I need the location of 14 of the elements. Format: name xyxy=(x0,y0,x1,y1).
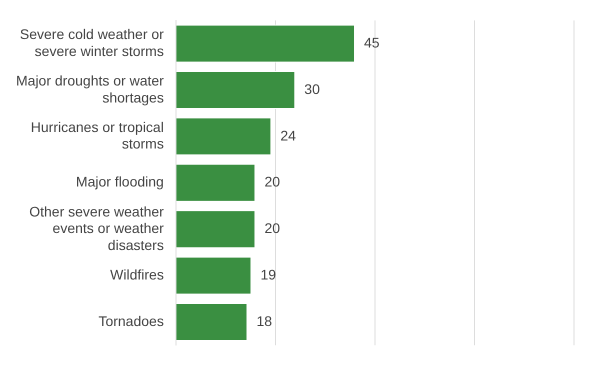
data-label: 30 xyxy=(304,80,320,97)
y-tick-label: Major flooding xyxy=(76,174,164,190)
y-tick-label: Severe cold weather or severe winter storms xyxy=(20,26,164,59)
data-label: 24 xyxy=(280,127,296,144)
data-label: 20 xyxy=(264,174,280,190)
data-label: 18 xyxy=(256,312,272,329)
data-label: 45 xyxy=(364,34,380,50)
y-tick-label: Tornadoes xyxy=(98,312,164,329)
y-tick-label: Major droughts or water shortages xyxy=(16,72,164,106)
data-label: 19 xyxy=(260,266,276,282)
y-tick-label: Hurricanes or tropical storms xyxy=(30,118,164,152)
y-tick-label: Other severe weather events or weather disasters xyxy=(29,203,164,253)
y-tick-label: Wildfires xyxy=(110,266,164,282)
data-label: 20 xyxy=(264,220,280,236)
